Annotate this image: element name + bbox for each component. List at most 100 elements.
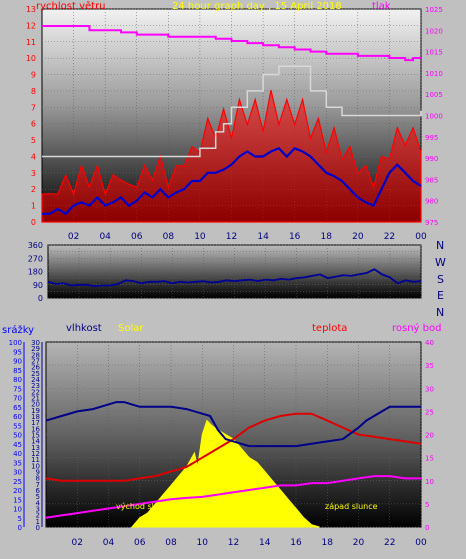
rain-ytick-label: 0 [18, 524, 22, 532]
humidity-ytick-label: 27 [31, 358, 40, 366]
climate-xtick-label: 18 [322, 538, 334, 548]
rain-ytick-label: 80 [13, 376, 22, 384]
rain-ytick-label: 65 [13, 404, 22, 412]
direction-ytick-label: 180 [28, 268, 43, 277]
pressure-ytick-label: 1010 [425, 70, 443, 78]
wind-ytick-label: 3 [31, 169, 36, 178]
wind-ytick-label: 6 [31, 120, 36, 129]
humidity-ytick-label: 14 [31, 438, 40, 446]
rain-ytick-label: 45 [13, 441, 22, 449]
wind-xtick-label: 10 [194, 232, 206, 242]
wind-xtick-label: 12 [226, 232, 237, 242]
humidity-ytick-label: 25 [31, 370, 40, 378]
rain-ytick-label: 30 [13, 469, 22, 477]
rain-ytick-label: 100 [9, 339, 22, 347]
wind-xtick-label: 08 [163, 232, 175, 242]
direction-ytick-label: 90 [33, 281, 43, 290]
temperature-ytick-label: 0 [425, 524, 429, 532]
temperature-ytick-label: 15 [425, 455, 434, 463]
temperature-ytick-label: 25 [425, 408, 434, 416]
humidity-ytick-label: 5 [36, 493, 40, 501]
humidity-ytick-label: 21 [31, 395, 40, 403]
wind-xtick-label: 00 [415, 232, 427, 242]
wind-ytick-label: 7 [31, 103, 36, 112]
humidity-ytick-label: 22 [31, 388, 40, 396]
wind-ytick-label: 1 [31, 202, 36, 211]
dewpoint-series [45, 475, 421, 519]
rain-ytick-label: 70 [13, 395, 22, 403]
humidity-ytick-label: 15 [31, 432, 40, 440]
rain-ytick-label: 5 [18, 515, 22, 523]
compass-s: S [437, 273, 444, 286]
humidity-ytick-label: 30 [31, 339, 40, 347]
humidity-series [45, 401, 421, 448]
climate-xtick-label: 06 [134, 538, 146, 548]
rain-ytick-label: 10 [13, 506, 22, 514]
direction-ytick-label: 270 [28, 254, 43, 263]
climate-xtick-label: 08 [165, 538, 177, 548]
wind-gust-series [42, 65, 422, 158]
dewpoint-axis-label: rosný bod [392, 322, 441, 334]
humidity-ytick-label: 6 [36, 487, 41, 495]
pressure-ytick-label: 1025 [425, 6, 443, 14]
humidity-ytick-label: 7 [36, 481, 40, 489]
climate-xtick-label: 04 [103, 538, 115, 548]
climate-xtick-label: 20 [353, 538, 365, 548]
wind-xtick-label: 16 [289, 232, 301, 242]
temperature-axis-label: teplota [312, 323, 347, 334]
wind-ytick-label: 10 [26, 54, 36, 63]
rain-ytick-label: 75 [13, 385, 22, 393]
rain-ytick-label: 90 [13, 358, 22, 366]
wind-ytick-label: 9 [31, 71, 36, 80]
compass-e: E [437, 289, 444, 302]
climate-xtick-label: 14 [259, 538, 271, 548]
humidity-ytick-label: 20 [31, 401, 40, 409]
series-layer [41, 25, 422, 528]
humidity-ytick-label: 8 [36, 475, 40, 483]
humidity-ytick-label: 12 [31, 450, 40, 458]
climate-xtick-label: 12 [228, 538, 239, 548]
pressure-ytick-label: 1020 [425, 27, 443, 35]
rain-ytick-label: 25 [13, 478, 22, 486]
solar-label: Solar [118, 323, 144, 334]
climate-xtick-label: 00 [415, 538, 427, 548]
humidity-ytick-label: 2 [36, 512, 40, 520]
temperature-ytick-label: 30 [425, 385, 434, 393]
temperature-ytick-label: 5 [425, 501, 429, 509]
temperature-ytick-label: 40 [425, 339, 434, 347]
temperature-ytick-label: 20 [425, 432, 434, 440]
pressure-ytick-label: 985 [425, 176, 438, 184]
humidity-ytick-label: 26 [31, 364, 40, 372]
wind-ytick-label: 13 [26, 5, 36, 14]
wind-ytick-label: 11 [26, 38, 36, 47]
wind-xtick-label: 20 [352, 232, 364, 242]
pressure-ytick-label: 990 [425, 155, 438, 163]
humidity-ytick-label: 19 [31, 407, 40, 415]
wind-xtick-label: 06 [131, 232, 143, 242]
climate-xtick-label: 16 [290, 538, 302, 548]
wind-axis-label: rychlost větru [36, 0, 106, 12]
sunset-annotation: západ slunce [325, 502, 378, 511]
humidity-ytick-label: 16 [31, 425, 40, 433]
wind-ytick-label: 8 [31, 87, 36, 96]
humidity-ytick-label: 24 [31, 376, 40, 384]
humidity-ytick-label: 4 [36, 499, 41, 507]
wind-xtick-label: 14 [257, 232, 269, 242]
wind-ytick-label: 12 [26, 21, 36, 30]
rain-ytick-label: 15 [13, 496, 22, 504]
humidity-ytick-label: 18 [31, 413, 40, 421]
wind-ytick-label: 0 [31, 218, 36, 227]
pressure-ytick-label: 1005 [425, 91, 443, 99]
wind-direction-series [47, 268, 422, 288]
pressure-ytick-label: 995 [425, 134, 438, 142]
pressure-series [42, 25, 421, 62]
compass-n-bottom: N [436, 306, 444, 319]
humidity-ytick-label: 28 [31, 351, 40, 359]
humidity-ytick-label: 1 [36, 518, 40, 526]
direction-ytick-label: 360 [28, 241, 43, 250]
rain-ytick-label: 35 [13, 459, 22, 467]
rain-ytick-label: 20 [13, 487, 22, 495]
humidity-ytick-label: 3 [36, 506, 40, 514]
